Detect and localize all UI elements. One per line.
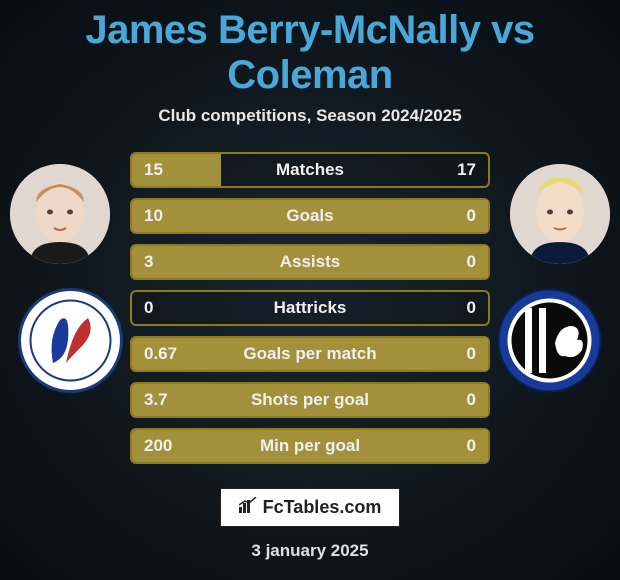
stat-row: 3.7Shots per goal0 (130, 382, 490, 418)
stat-value-left: 3 (132, 252, 212, 272)
stat-label: Min per goal (212, 436, 408, 456)
stat-value-left: 0.67 (132, 344, 212, 364)
stat-value-left: 0 (132, 298, 212, 318)
stat-value-left: 15 (132, 160, 212, 180)
stat-row: 10Goals0 (130, 198, 490, 234)
chart-icon (239, 497, 257, 518)
stat-label: Goals (212, 206, 408, 226)
stat-label: Assists (212, 252, 408, 272)
stat-label: Matches (212, 160, 408, 180)
stat-value-right: 0 (408, 206, 488, 226)
stat-value-right: 17 (408, 160, 488, 180)
page-title: James Berry-McNally vs Coleman (0, 0, 620, 98)
stat-value-right: 0 (408, 390, 488, 410)
brand-text: FcTables.com (263, 497, 382, 518)
stat-rows: 15Matches1710Goals03Assists00Hattricks00… (130, 150, 490, 464)
date-text: 3 january 2025 (0, 541, 620, 561)
club-right-crest (497, 288, 602, 393)
stat-label: Shots per goal (212, 390, 408, 410)
stat-label: Goals per match (212, 344, 408, 364)
stat-label: Hattricks (212, 298, 408, 318)
stat-value-right: 0 (408, 252, 488, 272)
stat-row: 200Min per goal0 (130, 428, 490, 464)
player-left-avatar (10, 164, 110, 264)
stat-row: 0.67Goals per match0 (130, 336, 490, 372)
club-left-crest (18, 288, 123, 393)
stat-row: 15Matches17 (130, 152, 490, 188)
stat-value-right: 0 (408, 436, 488, 456)
brand-badge: FcTables.com (220, 488, 401, 527)
stat-row: 3Assists0 (130, 244, 490, 280)
player-right-avatar (510, 164, 610, 264)
stat-value-right: 0 (408, 298, 488, 318)
stat-value-right: 0 (408, 344, 488, 364)
stat-value-left: 200 (132, 436, 212, 456)
stat-row: 0Hattricks0 (130, 290, 490, 326)
stat-value-left: 10 (132, 206, 212, 226)
stat-value-left: 3.7 (132, 390, 212, 410)
comparison-panel: 15Matches1710Goals03Assists00Hattricks00… (0, 150, 620, 470)
page-subtitle: Club competitions, Season 2024/2025 (0, 106, 620, 126)
footer: FcTables.com 3 january 2025 (0, 488, 620, 561)
